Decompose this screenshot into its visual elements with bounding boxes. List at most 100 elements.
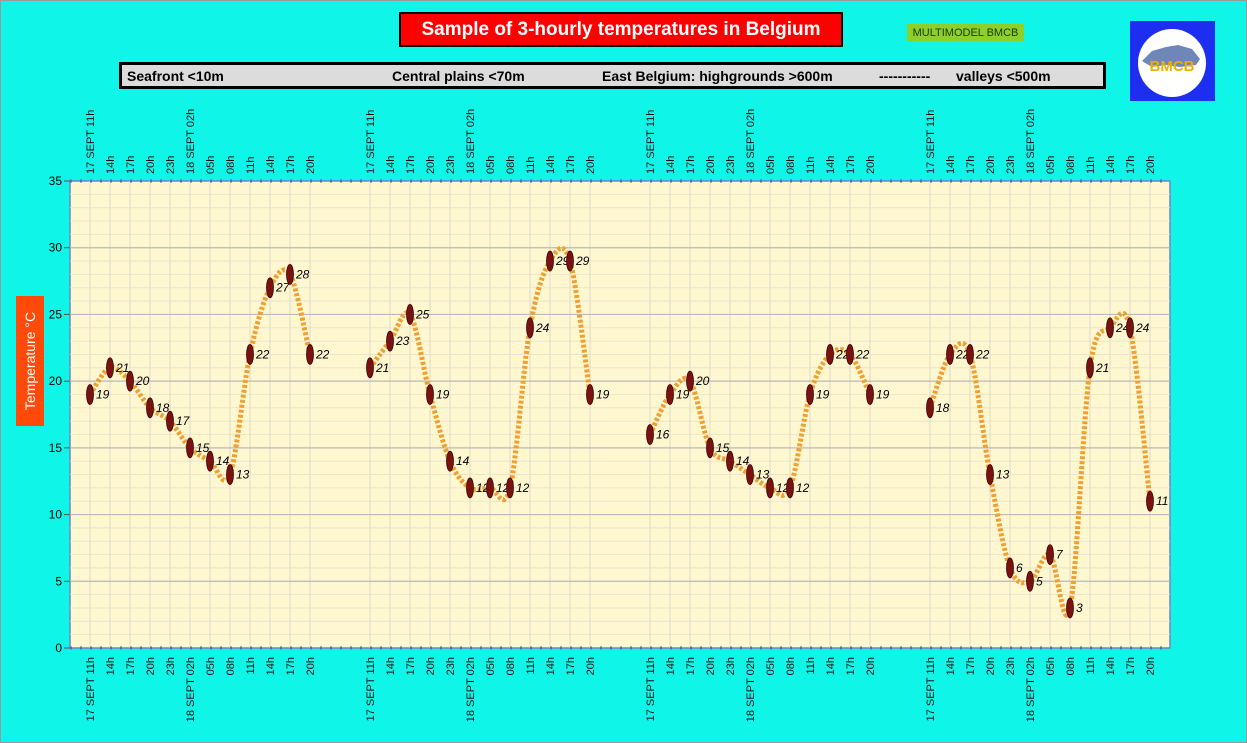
bottom-category-label: 17h	[285, 657, 297, 675]
bottom-category-label: 05h	[765, 657, 777, 675]
top-category-label: 08h	[785, 156, 797, 174]
bottom-category-label: 08h	[225, 657, 237, 675]
data-label: 15	[196, 441, 210, 455]
bottom-category-label: 14h	[385, 657, 397, 675]
top-category-label: 17h	[565, 156, 577, 174]
top-category-label: 17 SEPT 11h	[365, 110, 377, 174]
top-category-label: 20h	[985, 156, 997, 174]
top-category-label: 14h	[825, 156, 837, 174]
data-label: 18	[156, 401, 170, 415]
data-point	[1086, 357, 1094, 379]
data-point	[546, 250, 554, 272]
y-tick-label: 30	[49, 241, 63, 255]
top-category-label: 14h	[105, 156, 117, 174]
data-point	[746, 464, 754, 485]
data-label: 19	[876, 387, 890, 401]
data-point	[586, 384, 594, 405]
data-point	[486, 477, 494, 499]
data-label: 16	[656, 428, 670, 442]
data-point	[786, 477, 794, 499]
bottom-category-label: 20h	[305, 657, 317, 675]
top-category-label: 20h	[705, 156, 717, 174]
data-point	[666, 384, 674, 405]
top-category-label: 17 SEPT 11h	[925, 110, 937, 174]
data-point	[806, 384, 814, 405]
top-category-label: 17h	[405, 156, 417, 174]
top-category-label: 17h	[1125, 156, 1137, 174]
top-category-label: 05h	[205, 156, 217, 174]
data-label: 7	[1056, 548, 1064, 562]
data-point	[226, 464, 234, 485]
y-tick-label: 5	[55, 574, 62, 588]
data-label: 13	[236, 468, 250, 482]
bottom-category-label: 08h	[785, 657, 797, 675]
top-category-label: 20h	[585, 156, 597, 174]
bottom-category-label: 11h	[805, 657, 817, 675]
data-label: 22	[855, 347, 870, 361]
bottom-category-label: 20h	[865, 657, 877, 675]
y-axis-label-box: Temperature °C	[16, 296, 44, 426]
data-label: 24	[535, 321, 550, 335]
data-label: 27	[275, 281, 291, 295]
data-label: 3	[1076, 601, 1083, 615]
data-label: 15	[716, 441, 730, 455]
data-label: 19	[596, 387, 610, 401]
bottom-category-label: 17h	[565, 657, 577, 675]
data-point	[246, 344, 254, 365]
data-label: 29	[575, 254, 590, 268]
data-point	[166, 410, 174, 432]
top-category-label: 17 SEPT 11h	[85, 110, 97, 174]
region-central-plains: Central plains <70m	[392, 68, 525, 84]
data-point	[126, 370, 134, 392]
data-point	[926, 397, 934, 419]
data-label: 19	[96, 387, 110, 401]
top-category-label: 14h	[265, 156, 277, 174]
data-label: 11	[1156, 494, 1168, 508]
top-category-label: 05h	[765, 156, 777, 174]
data-point	[306, 344, 314, 365]
data-point	[1046, 544, 1054, 565]
data-label: 21	[115, 361, 129, 375]
data-point	[1026, 570, 1034, 592]
bottom-category-label: 11h	[525, 657, 537, 675]
bottom-category-label: 14h	[265, 657, 277, 675]
data-label: 13	[996, 468, 1010, 482]
top-category-label: 20h	[145, 156, 157, 174]
bmcb-logo: BMCB	[1130, 21, 1215, 101]
top-category-label: 18 SEPT 02h	[465, 109, 477, 174]
data-label: 17	[176, 414, 191, 428]
bottom-category-label: 14h	[945, 657, 957, 675]
regions-legend: Seafront <10m Central plains <70m East B…	[119, 62, 1106, 89]
data-label: 19	[676, 387, 690, 401]
data-point	[366, 357, 374, 379]
data-label: 14	[736, 454, 750, 468]
data-point	[1006, 557, 1014, 579]
data-point	[726, 450, 734, 472]
bottom-category-label: 05h	[1045, 657, 1057, 675]
bottom-category-label: 17h	[845, 657, 857, 675]
region-valleys: valleys <500m	[956, 68, 1051, 84]
data-label: 29	[555, 254, 570, 268]
y-axis-label: Temperature °C	[22, 311, 38, 411]
bottom-category-label: 05h	[485, 657, 497, 675]
top-category-label: 14h	[665, 156, 677, 174]
plot-area	[69, 180, 1171, 649]
logo-text: BMCB	[1150, 58, 1195, 75]
bmcb-logo-icon: BMCB	[1138, 29, 1206, 97]
data-point	[446, 450, 454, 472]
bottom-category-label: 17h	[405, 657, 417, 675]
data-label: 24	[1135, 321, 1150, 335]
data-point	[1106, 317, 1114, 339]
bottom-category-label: 18 SEPT 02h	[465, 657, 477, 722]
y-tick-label: 15	[49, 441, 63, 455]
data-point	[286, 263, 294, 285]
data-label: 18	[936, 401, 950, 415]
top-category-label: 11h	[805, 156, 817, 174]
top-category-label: 17h	[845, 156, 857, 174]
data-point	[266, 277, 274, 299]
data-point	[866, 384, 874, 405]
data-label: 19	[436, 387, 450, 401]
data-label: 22	[835, 347, 850, 361]
data-label: 12	[476, 481, 490, 495]
top-category-label: 23h	[725, 156, 737, 174]
